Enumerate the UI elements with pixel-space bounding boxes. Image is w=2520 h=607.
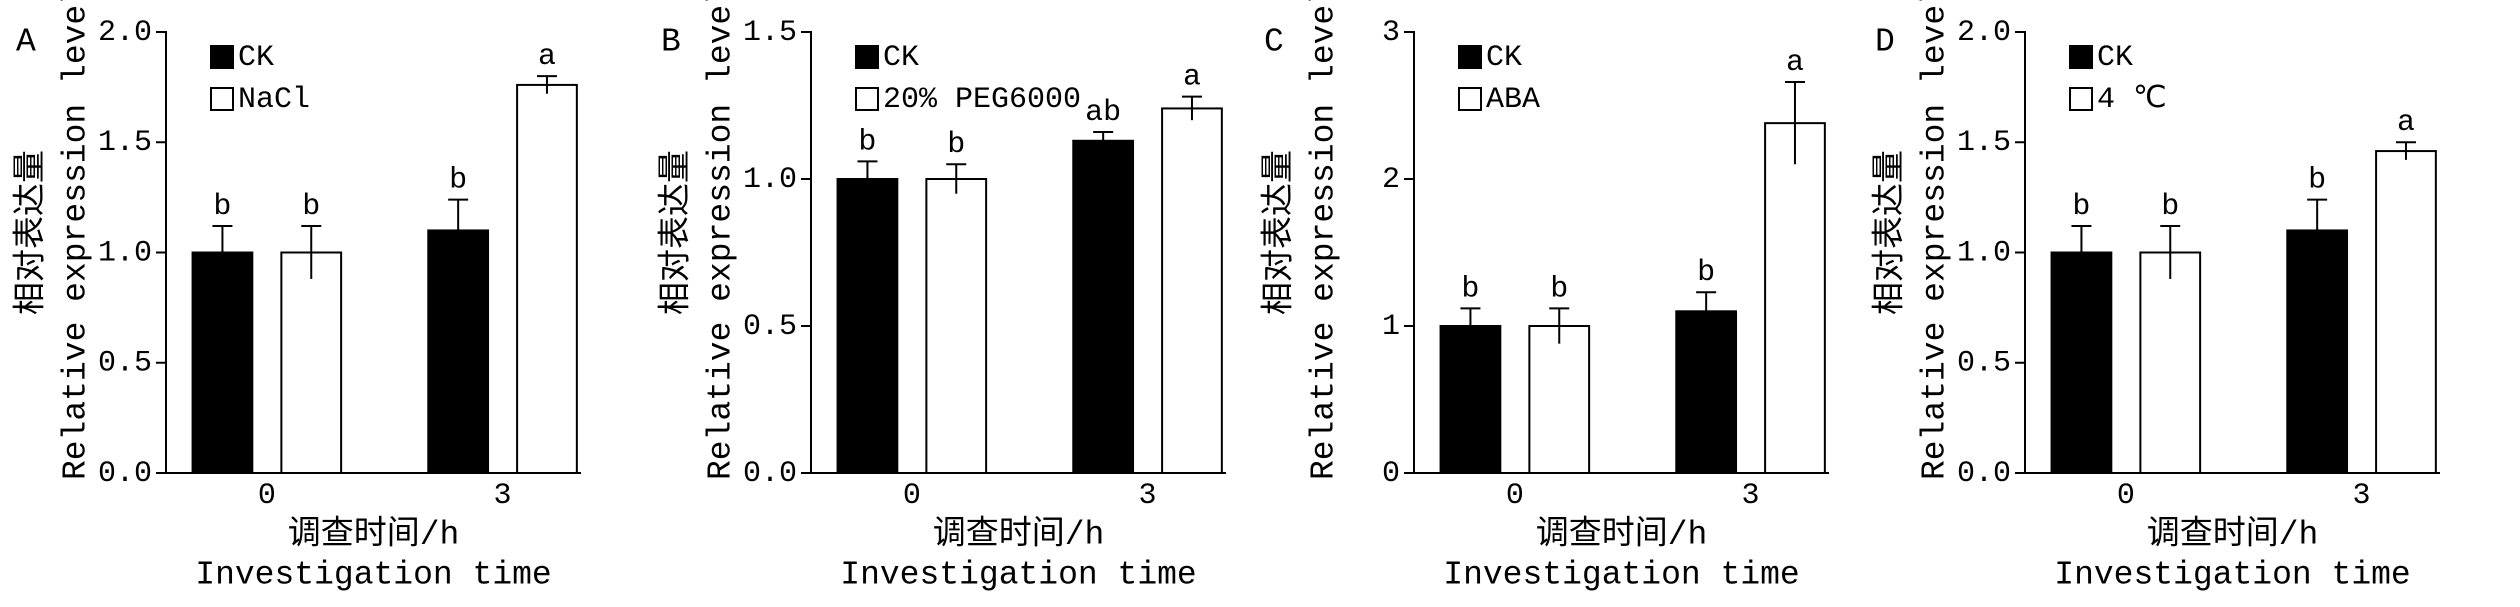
legend-swatch bbox=[210, 87, 234, 111]
y-axis-label: 相对表达量 bbox=[12, 150, 51, 315]
significance-letter: a bbox=[1183, 61, 1201, 95]
x-tick-label: 0 bbox=[258, 479, 276, 513]
y-axis-label: 相对表达量 bbox=[1260, 150, 1299, 315]
legend-label: 4 ℃ bbox=[2097, 83, 2167, 117]
bar bbox=[1675, 310, 1738, 474]
significance-letter: a bbox=[1786, 46, 1804, 80]
legend-swatch bbox=[1458, 45, 1482, 69]
y-tick-label: 0 bbox=[1382, 457, 1400, 491]
bar bbox=[2050, 251, 2113, 474]
y-tick-label: 1.5 bbox=[98, 126, 152, 160]
significance-letter: b bbox=[947, 128, 965, 162]
panel-label: D bbox=[1875, 24, 1895, 61]
significance-letter: b bbox=[2308, 164, 2326, 198]
bar bbox=[191, 251, 254, 474]
significance-letter: b bbox=[2161, 190, 2179, 224]
panel-label: A bbox=[16, 24, 36, 61]
x-axis-label: Investigation time bbox=[840, 557, 1196, 594]
bar bbox=[1528, 325, 1591, 474]
legend-swatch bbox=[2069, 45, 2093, 69]
significance-letter: b bbox=[213, 190, 231, 224]
x-tick-label: 0 bbox=[903, 479, 921, 513]
panel: B 相对表达量 Relative expression level 调查时间/hInv… bbox=[657, 0, 1226, 594]
panel-label: C bbox=[1264, 24, 1284, 61]
bar bbox=[1439, 325, 1502, 474]
significance-letter: b bbox=[858, 125, 876, 159]
y-tick-label: 1.0 bbox=[743, 163, 797, 197]
x-tick-label: 3 bbox=[1139, 479, 1157, 513]
bar bbox=[925, 178, 988, 474]
y-tick-label: 1.5 bbox=[743, 16, 797, 50]
y-tick-label: 0.0 bbox=[98, 457, 152, 491]
y-tick-label: 0.5 bbox=[743, 310, 797, 344]
bar bbox=[280, 251, 343, 474]
bar bbox=[1072, 139, 1135, 474]
panel-label: B bbox=[661, 24, 681, 61]
legend-label: ABA bbox=[1486, 83, 1540, 117]
legend-label: CK bbox=[238, 41, 274, 75]
panel: C 相对表达量 Relative expression level 调查时间/hInv… bbox=[1260, 0, 1829, 594]
bar bbox=[2139, 251, 2202, 474]
bar bbox=[516, 83, 578, 474]
legend-label: NaCl bbox=[238, 83, 310, 117]
x-axis-label: 调查时间/h bbox=[2147, 515, 2319, 554]
y-tick-label: 0.5 bbox=[98, 347, 152, 381]
y-tick-label: 0.5 bbox=[1957, 347, 2011, 381]
y-tick-label: 1.0 bbox=[1957, 236, 2011, 270]
x-axis-label: Investigation time bbox=[2054, 557, 2410, 594]
bar bbox=[1764, 122, 1826, 474]
x-axis-label: 调查时间/h bbox=[288, 515, 460, 554]
x-tick-label: 3 bbox=[494, 479, 512, 513]
significance-letter: a bbox=[2397, 106, 2415, 140]
significance-letter: b bbox=[2072, 190, 2090, 224]
y-tick-label: 1.0 bbox=[98, 236, 152, 270]
significance-letter: b bbox=[1697, 256, 1715, 290]
bar bbox=[2286, 229, 2349, 474]
x-axis-label: Investigation time bbox=[195, 557, 551, 594]
legend-label: CK bbox=[1486, 41, 1522, 75]
x-tick-label: 3 bbox=[2353, 479, 2371, 513]
y-axis-label: Relative expression level bbox=[1917, 0, 1954, 480]
x-tick-label: 0 bbox=[2117, 479, 2135, 513]
y-tick-label: 2.0 bbox=[1957, 16, 2011, 50]
y-tick-label: 1 bbox=[1382, 310, 1400, 344]
significance-letter: b bbox=[1461, 272, 1479, 306]
y-axis-label: 相对表达量 bbox=[657, 150, 696, 315]
legend-swatch bbox=[855, 87, 879, 111]
bar bbox=[1161, 107, 1223, 474]
significance-letter: a bbox=[538, 40, 556, 74]
bar bbox=[836, 178, 899, 474]
significance-letter: b bbox=[1550, 272, 1568, 306]
x-tick-label: 0 bbox=[1506, 479, 1524, 513]
legend-label: 20% PEG6000 bbox=[883, 83, 1081, 117]
significance-letter: ab bbox=[1085, 96, 1121, 130]
legend-label: CK bbox=[2097, 41, 2133, 75]
significance-letter: b bbox=[302, 190, 320, 224]
legend-swatch bbox=[210, 45, 234, 69]
legend-swatch bbox=[1458, 87, 1482, 111]
y-axis-label: Relative expression level bbox=[1306, 0, 1343, 480]
x-tick-label: 3 bbox=[1742, 479, 1760, 513]
bar bbox=[2375, 150, 2437, 474]
x-axis-label: 调查时间/h bbox=[933, 515, 1105, 554]
legend-swatch bbox=[2069, 87, 2093, 111]
y-tick-label: 2.0 bbox=[98, 16, 152, 50]
legend-swatch bbox=[855, 45, 879, 69]
panel: D 相对表达量 Relative expression level 调查时间/hInv… bbox=[1871, 0, 2440, 594]
significance-letter: b bbox=[449, 164, 467, 198]
bar bbox=[427, 229, 490, 474]
x-axis-label: Investigation time bbox=[1443, 557, 1799, 594]
y-axis-label: Relative expression level bbox=[703, 0, 740, 480]
y-tick-label: 3 bbox=[1382, 16, 1400, 50]
y-tick-label: 1.5 bbox=[1957, 126, 2011, 160]
y-tick-label: 0.0 bbox=[1957, 457, 2011, 491]
y-tick-label: 2 bbox=[1382, 163, 1400, 197]
x-axis-label: 调查时间/h bbox=[1536, 515, 1708, 554]
panel: A 相对表达量 Relative expression level 调查时间/hInv… bbox=[12, 0, 581, 594]
y-axis-label: 相对表达量 bbox=[1871, 150, 1910, 315]
y-tick-label: 0.0 bbox=[743, 457, 797, 491]
legend-label: CK bbox=[883, 41, 919, 75]
y-axis-label: Relative expression level bbox=[58, 0, 95, 480]
